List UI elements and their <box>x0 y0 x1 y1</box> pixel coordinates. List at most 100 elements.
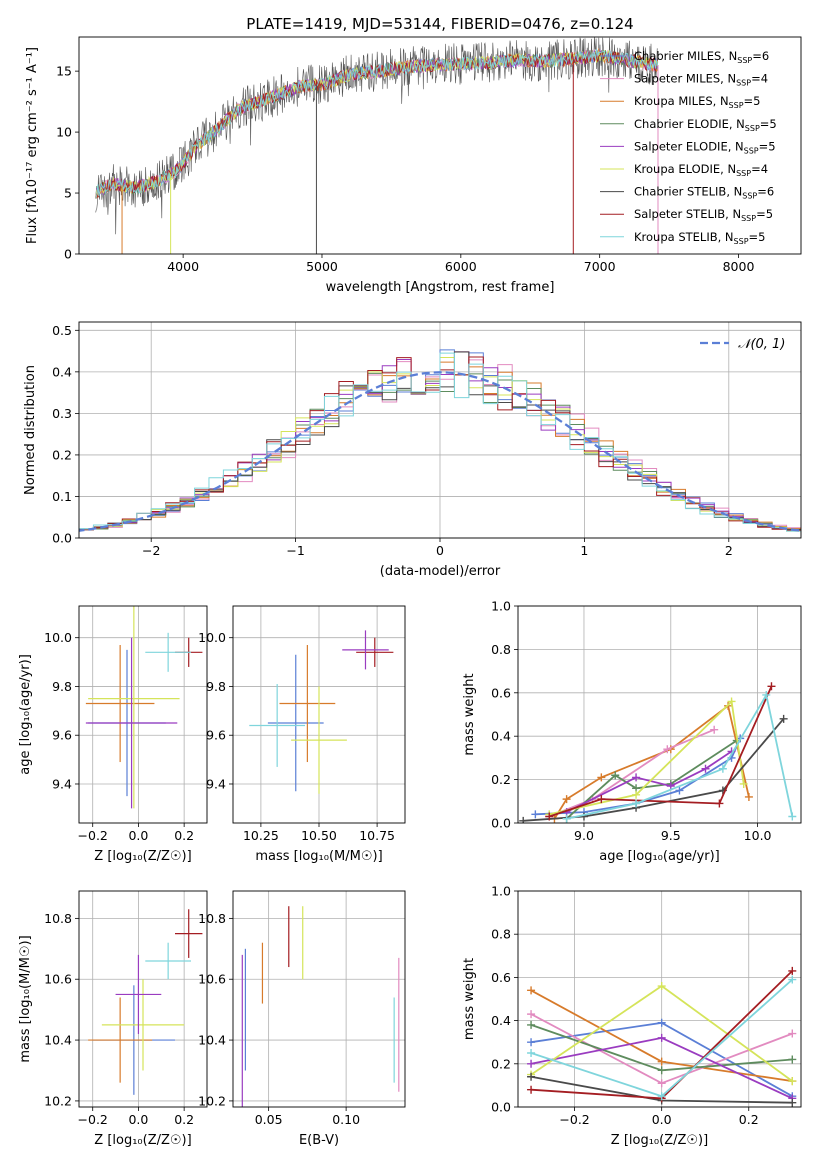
residuals-xtick-label: 1 <box>580 543 588 558</box>
weight_age-marker <box>727 697 736 706</box>
age_mass-ytick-label: 9.4 <box>206 776 226 791</box>
mass_Z-ytick-label: 10.4 <box>44 1033 72 1048</box>
weight_Z-marker <box>527 1072 536 1081</box>
age_Z-ytick-label: 9.4 <box>52 776 72 791</box>
weight_age-marker <box>762 690 771 699</box>
mass_Z-xlabel: Z [log₁₀(Z/Z☉)] <box>94 1133 191 1148</box>
age_mass-xlabel: mass [log₁₀(M/M☉)] <box>255 849 382 864</box>
residuals-xtick-label: 2 <box>725 543 733 558</box>
mass_Z-ytick-label: 10.2 <box>44 1093 72 1108</box>
spectrum-lines <box>95 37 659 254</box>
legend-entry-4: Salpeter ELODIE, NSSP=5 <box>634 139 776 155</box>
mass_ebv-xtick-label: 0.05 <box>255 1112 283 1127</box>
spectrum-xtick-label: 5000 <box>306 259 338 274</box>
legend-entry-6: Chabrier STELIB, NSSP=6 <box>634 185 774 201</box>
weight_age-series-7 <box>549 685 773 818</box>
weight_Z-marker <box>657 1033 666 1042</box>
gaussian-legend-label: 𝒩(0, 1) <box>738 337 785 352</box>
weight_age-marker <box>531 810 540 819</box>
weight_Z-xtick-label: 0.0 <box>652 1112 672 1127</box>
weight_age-series-1 <box>553 704 750 820</box>
residuals-ytick-label: 0.2 <box>52 447 72 462</box>
residuals-frame <box>78 321 802 539</box>
weight_Z-marker <box>657 1092 666 1101</box>
mass_ebv-ytick-label: 10.4 <box>198 1033 226 1048</box>
weight_Z-marker <box>788 1077 797 1086</box>
legend-entry-5: Kroupa ELODIE, NSSP=4 <box>634 162 768 178</box>
mass_ebv-xtick-label: 0.10 <box>332 1112 360 1127</box>
age_mass-ytick-label: 10.0 <box>198 630 226 645</box>
weight_Z-marker <box>788 966 797 975</box>
weight_Z-marker <box>657 1018 666 1027</box>
mass_ebv-ytick-label: 10.8 <box>198 911 226 926</box>
spectrum-ylabel: Flux [fλ10⁻¹⁷ erg cm⁻² s⁻¹ A⁻¹] <box>25 47 40 244</box>
weight_Z-marker <box>527 1059 536 1068</box>
legend-entry-1: Salpeter MILES, NSSP=4 <box>634 72 768 88</box>
weight_age-marker <box>632 799 641 808</box>
weight_Z-marker <box>527 1010 536 1019</box>
age_Z-ylabel: age [log₁₀(age/yr)] <box>18 654 33 775</box>
residuals-ytick-label: 0.0 <box>52 531 72 546</box>
mass_ebv-ytick-label: 10.2 <box>198 1093 226 1108</box>
mass_ebv-xlabel: E(B-V) <box>299 1133 339 1148</box>
weight_age-marker <box>632 773 641 782</box>
weight_Z-marker <box>657 982 666 991</box>
weight_age-series-5 <box>549 699 745 816</box>
weight_age-lines <box>519 682 797 823</box>
weight_Z-xlabel: Z [log₁₀(Z/Z☉)] <box>611 1133 708 1148</box>
weight_age-marker <box>611 771 620 780</box>
age_Z-xlabel: Z [log₁₀(Z/Z☉)] <box>94 849 191 864</box>
spectrum-ytick-label: 0 <box>64 247 72 262</box>
weight_age-marker <box>562 814 571 823</box>
spectrum-frame <box>78 36 802 255</box>
spectrum-xtick-label: 6000 <box>445 259 477 274</box>
weight_Z-marker <box>788 1055 797 1064</box>
weight_age-marker <box>788 812 797 821</box>
age_mass-xtick-label: 10.25 <box>243 828 279 843</box>
age_mass-frame <box>232 605 406 824</box>
weight_age-marker <box>545 812 554 821</box>
age_Z-xtick-label: 0.0 <box>128 828 148 843</box>
weight_Z-ytick-label: 1.0 <box>491 884 511 899</box>
residuals-ylabel: Normed distribution <box>23 365 38 495</box>
weight_age-marker <box>632 790 641 799</box>
age_mass-ytick-label: 9.8 <box>206 679 226 694</box>
age_Z-errorbars <box>85 606 203 809</box>
weight_age-ytick-label: 0.2 <box>491 772 511 787</box>
weight_Z-marker <box>527 1085 536 1094</box>
spectrum-xtick-label: 8000 <box>723 259 755 274</box>
weight_Z-marker <box>788 1098 797 1107</box>
residuals-ytick-label: 0.3 <box>52 406 72 421</box>
age_mass-xtick-label: 10.50 <box>301 828 337 843</box>
mass_Z-errorbars <box>88 909 203 1095</box>
age_Z-frame <box>78 605 208 824</box>
weight_age-xlabel: age [log₁₀(age/yr)] <box>599 849 720 864</box>
residuals-xtick-label: −1 <box>286 543 304 558</box>
residuals-ytick-label: 0.5 <box>52 323 72 338</box>
weight_age-marker <box>663 745 672 754</box>
weight_age-xtick-label: 10.0 <box>744 828 772 843</box>
weight_age-xtick-label: 9.0 <box>574 828 594 843</box>
weight_age-ytick-label: 0.8 <box>491 642 511 657</box>
weight_age-marker <box>739 779 748 788</box>
residuals-ytick-label: 0.1 <box>52 489 72 504</box>
weight_Z-marker <box>527 1020 536 1029</box>
mass_ebv-errorbars <box>241 906 400 1107</box>
weight_Z-xtick-label: −0.2 <box>559 1112 589 1127</box>
residuals-xlabel: (data-model)/error <box>380 564 501 579</box>
legend-entry-7: Salpeter STELIB, NSSP=5 <box>634 207 773 223</box>
age_Z-xtick-label: 0.2 <box>174 828 194 843</box>
weight_age-ytick-label: 0.6 <box>491 685 511 700</box>
weight_age-marker <box>562 795 571 804</box>
weight_age-marker <box>701 764 710 773</box>
weight_Z-lines <box>527 966 797 1107</box>
weight_age-marker <box>597 795 606 804</box>
age_Z-xtick-label: −0.2 <box>78 828 108 843</box>
mass_Z-frame <box>78 890 208 1108</box>
weight_age-marker <box>579 812 588 821</box>
age_Z-ytick-label: 10.0 <box>44 630 72 645</box>
weight_Z-marker <box>527 1049 536 1057</box>
gaussian-curve <box>79 371 801 532</box>
spectrum-ytick-label: 10 <box>56 125 72 140</box>
